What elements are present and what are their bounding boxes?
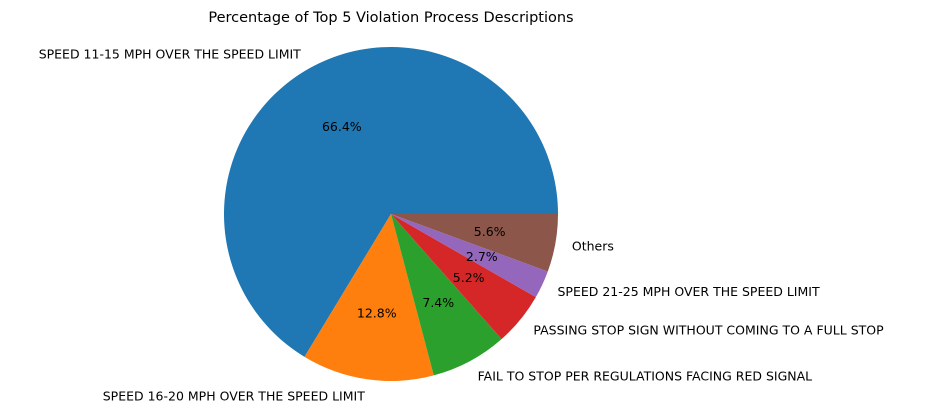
category-label-speed-21-25-mph-over-the-speed-limit: SPEED 21-25 MPH OVER THE SPEED LIMIT [557, 284, 819, 299]
category-labels: SPEED 11-15 MPH OVER THE SPEED LIMIT SPEE… [39, 46, 884, 403]
percent-label-speed-21-25-mph-over-the-speed-limit: 2.7% [466, 249, 498, 264]
category-label-others: Others [572, 239, 614, 254]
category-label-passing-stop-sign-without-coming-to-a-full-stop: PASSING STOP SIGN WITHOUT COMING TO A FU… [533, 323, 884, 338]
pie-slice-speed-16-20-mph-over-the-speed-limit [304, 214, 434, 382]
pie-slice-speed-11-15-mph-over-the-speed-limit [224, 47, 558, 357]
pie-slice-passing-stop-sign-without-coming-to-a-full-stop [391, 214, 536, 340]
category-label-speed-11-15-mph-over-the-speed-limit: SPEED 11-15 MPH OVER THE SPEED LIMIT [39, 46, 301, 61]
pie-slices [224, 47, 558, 382]
pie-slice-others [391, 214, 558, 272]
chart-title: Percentage of Top 5 Violation Process De… [208, 10, 573, 26]
category-label-speed-16-20-mph-over-the-speed-limit: SPEED 16-20 MPH OVER THE SPEED LIMIT [103, 388, 365, 403]
percent-label-speed-16-20-mph-over-the-speed-limit: 12.8% [357, 306, 397, 321]
category-label-fail-to-stop-per-regulations-facing-red-signal: FAIL TO STOP PER REGULATIONS FACING RED … [478, 368, 813, 383]
percent-labels: 66.4% 12.8% 7.4% 5.2% 2.7% 5.6% [322, 119, 506, 320]
percent-label-fail-to-stop-per-regulations-facing-red-signal: 7.4% [422, 295, 454, 310]
percent-label-others: 5.6% [474, 224, 506, 239]
pie-slice-fail-to-stop-per-regulations-facing-red-signal [391, 214, 502, 376]
pie-slice-speed-21-25-mph-over-the-speed-limit [391, 214, 548, 298]
percent-label-speed-11-15-mph-over-the-speed-limit: 66.4% [322, 119, 362, 134]
percent-label-passing-stop-sign-without-coming-to-a-full-stop: 5.2% [453, 270, 485, 285]
